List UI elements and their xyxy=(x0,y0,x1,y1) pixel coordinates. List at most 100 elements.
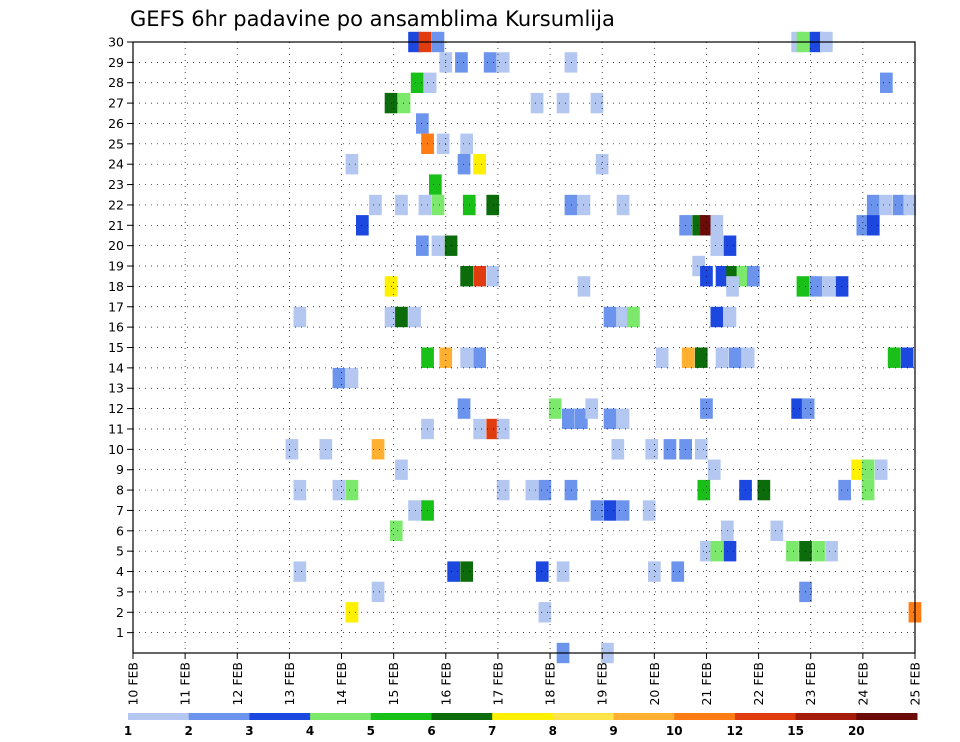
axis-layer: 1234567891011121314151617181920212223242… xyxy=(108,35,922,706)
heatmap-cell xyxy=(496,52,510,73)
heatmap-cell xyxy=(715,266,729,287)
x-tick-label: 17 FEB xyxy=(490,662,505,706)
heatmap-cell xyxy=(616,194,630,216)
legend-swatch xyxy=(492,713,554,720)
heatmap-cell xyxy=(436,133,450,154)
heatmap-cell xyxy=(395,459,408,480)
heatmap-cell xyxy=(460,561,473,582)
y-tick-label: 26 xyxy=(108,116,124,131)
heatmap-cell xyxy=(538,479,552,501)
x-tick-label: 12 FEB xyxy=(230,662,245,706)
legend-label: 15 xyxy=(787,724,804,738)
heatmap-cell xyxy=(556,92,570,114)
heatmap-cell xyxy=(408,306,421,328)
heatmap-cell xyxy=(825,541,838,562)
legend-swatch xyxy=(128,713,190,720)
heatmap-cell xyxy=(408,500,421,521)
heatmap-cell xyxy=(371,581,385,603)
heatmap-cell xyxy=(564,52,578,73)
heatmap-cell xyxy=(681,347,695,368)
heatmap-cell xyxy=(371,439,385,460)
heatmap-cell xyxy=(556,561,570,582)
heatmap-cell xyxy=(369,194,382,216)
heatmap-cell xyxy=(616,500,630,521)
x-tick-label: 10 FEB xyxy=(126,662,141,706)
y-tick-label: 5 xyxy=(116,544,124,559)
heatmap-cell xyxy=(900,347,914,368)
heatmap-cell xyxy=(851,459,864,480)
y-tick-label: 12 xyxy=(108,401,124,416)
legend-swatch xyxy=(613,713,675,720)
heatmap-cell xyxy=(603,306,617,328)
heatmap-cell xyxy=(700,541,713,562)
heatmap-cell xyxy=(293,306,307,328)
y-tick-label: 25 xyxy=(108,136,124,151)
heatmap-cell xyxy=(460,133,473,154)
y-tick-label: 13 xyxy=(108,381,124,396)
legend-label: 6 xyxy=(427,724,435,738)
heatmap-cell xyxy=(611,439,625,460)
heatmap-cell xyxy=(710,215,724,236)
heatmap-cell xyxy=(728,347,742,368)
x-tick-label: 23 FEB xyxy=(803,662,818,706)
heatmap-cell xyxy=(345,154,359,175)
heatmap-cell xyxy=(356,215,369,236)
legend-label: 10 xyxy=(666,724,683,738)
heatmap-cell xyxy=(861,459,875,480)
legend-label: 8 xyxy=(549,724,557,738)
y-tick-label: 21 xyxy=(108,218,124,233)
heatmap-cell xyxy=(590,500,604,521)
legend-swatch xyxy=(310,713,372,720)
heatmap-cell xyxy=(410,72,424,93)
x-tick-label: 18 FEB xyxy=(543,662,558,706)
y-tick-label: 8 xyxy=(116,483,124,498)
y-tick-label: 2 xyxy=(116,605,124,620)
heatmap-cell xyxy=(285,439,299,460)
heatmap-cell xyxy=(293,561,307,582)
heatmap-cell xyxy=(903,194,917,216)
x-tick-label: 24 FEB xyxy=(855,662,870,706)
heatmap-cell xyxy=(866,215,880,236)
heatmap-cell xyxy=(595,154,609,175)
y-tick-label: 4 xyxy=(116,564,124,579)
y-tick-label: 10 xyxy=(108,442,124,457)
heatmap-cell xyxy=(421,347,434,368)
x-tick-label: 16 FEB xyxy=(438,662,453,706)
heatmap-cell xyxy=(590,92,604,114)
heatmap-cell xyxy=(473,418,486,440)
y-tick-label: 14 xyxy=(108,360,124,375)
y-tick-label: 16 xyxy=(108,320,124,335)
heatmap-cell xyxy=(496,418,510,440)
legend-swatch xyxy=(734,713,797,720)
heatmap-cell xyxy=(627,306,640,328)
legend-label: 20 xyxy=(848,724,865,738)
y-tick-label: 11 xyxy=(108,421,124,436)
heatmap-cell xyxy=(645,439,659,460)
heatmap-cell xyxy=(562,408,575,429)
heatmap-cell xyxy=(418,194,432,216)
heatmap-cell xyxy=(880,72,893,93)
legend-label: 4 xyxy=(306,724,314,738)
heatmap-cell xyxy=(332,479,346,501)
legend-swatch xyxy=(674,713,736,720)
y-tick-label: 22 xyxy=(108,197,124,212)
heatmap-cell xyxy=(603,408,617,429)
y-tick-label: 6 xyxy=(116,523,124,538)
x-tick-label: 11 FEB xyxy=(178,662,193,706)
heatmap-cell xyxy=(747,266,760,287)
legend-label: 3 xyxy=(245,724,253,738)
heatmap-cell xyxy=(416,235,429,256)
heatmap-cell xyxy=(564,194,578,216)
heatmap-cell xyxy=(293,479,307,501)
legend-swatch xyxy=(431,713,493,720)
heatmap-cell xyxy=(710,541,724,562)
heatmap-cell xyxy=(431,235,445,256)
heatmap-cell xyxy=(822,276,836,297)
heatmap-cell xyxy=(838,479,851,501)
heatmap-cell xyxy=(648,561,661,582)
legend-label: 7 xyxy=(488,724,496,738)
heatmap-cell xyxy=(770,520,784,541)
y-tick-label: 30 xyxy=(108,35,124,50)
heatmap-cell xyxy=(723,541,737,562)
heatmap-cell xyxy=(345,602,359,623)
